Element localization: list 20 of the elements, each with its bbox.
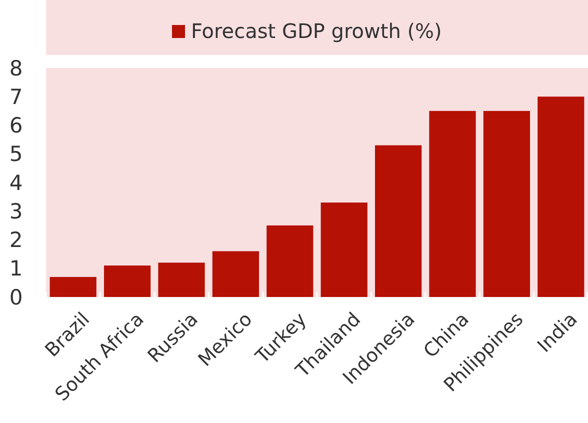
- bar: [266, 225, 314, 297]
- bar: [158, 262, 205, 297]
- y-tick-label: 7: [9, 84, 23, 109]
- y-tick-label: 1: [9, 256, 23, 281]
- bar: [320, 202, 368, 297]
- y-tick-label: 8: [9, 56, 23, 80]
- bar: [483, 110, 530, 297]
- bar: [429, 110, 476, 297]
- bar: [212, 251, 260, 297]
- y-tick-label: 2: [9, 228, 23, 252]
- bar: [104, 266, 151, 297]
- bar: [374, 145, 422, 297]
- y-tick-label: 0: [9, 285, 23, 310]
- legend-label: Forecast GDP growth (%): [191, 19, 442, 43]
- y-tick-label: 3: [9, 199, 23, 224]
- bar: [50, 276, 96, 297]
- bar: [538, 96, 584, 297]
- y-tick-label: 5: [9, 142, 23, 166]
- y-tick-label: 4: [9, 170, 23, 195]
- y-tick-label: 6: [9, 114, 23, 138]
